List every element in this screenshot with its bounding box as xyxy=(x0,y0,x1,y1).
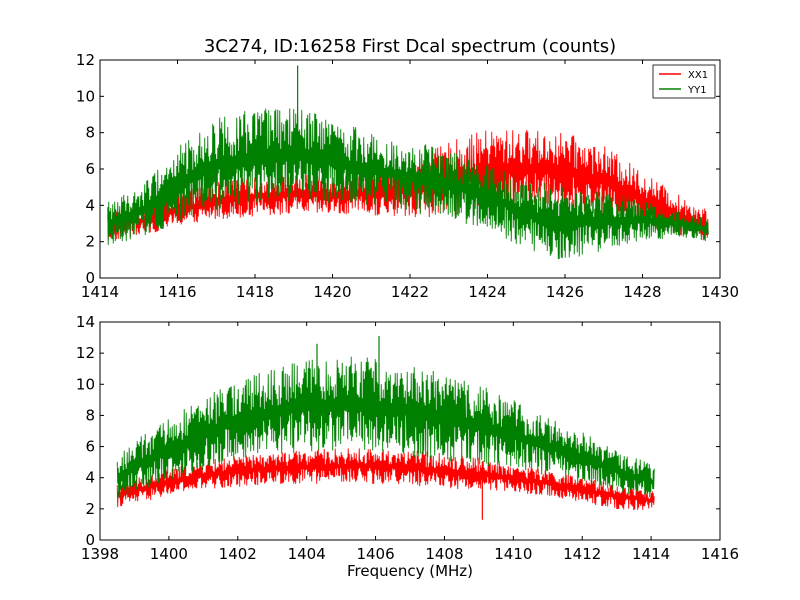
bottom-y-tick-label-4: 4 xyxy=(85,469,95,487)
top-y-tick-label-10: 10 xyxy=(76,87,95,105)
top-x-tick-label-1416: 1416 xyxy=(158,283,196,301)
top-plot-area xyxy=(107,65,709,260)
chart-title: 3C274, ID:16258 First Dcal spectrum (cou… xyxy=(204,36,616,57)
top-x-tick-label-1428: 1428 xyxy=(623,283,661,301)
top-y-tick-label-6: 6 xyxy=(85,160,95,178)
bottom-plot-area xyxy=(116,336,655,520)
top-y-tick-label-2: 2 xyxy=(85,233,95,251)
bottom-x-tick-label-1400: 1400 xyxy=(150,545,188,563)
bottom-series-yy1 xyxy=(116,356,655,499)
top-x-tick-label-1426: 1426 xyxy=(546,283,584,301)
bottom-ticks: 1398 1400 1402 1404 1406 1408 1410 1412 1414 1416… xyxy=(76,313,739,563)
bottom-x-tick-label-1408: 1408 xyxy=(425,545,463,563)
top-x-tick-label-1414: 1414 xyxy=(81,283,119,301)
top-y-tick-label-0: 0 xyxy=(85,269,95,287)
legend-label-yy1: YY1 xyxy=(687,85,707,96)
bottom-x-tick-label-1404: 1404 xyxy=(288,545,326,563)
bottom-y-tick-label-10: 10 xyxy=(76,375,95,393)
bottom-axes-frame xyxy=(99,321,721,541)
bottom-x-tick-label-1416: 1416 xyxy=(701,545,739,563)
top-x-tick-label-1422: 1422 xyxy=(391,283,429,301)
top-series-yy1 xyxy=(107,108,709,260)
legend-label-xx1: XX1 xyxy=(688,70,708,81)
bottom-y-tick-label-12: 12 xyxy=(76,344,95,362)
bottom-x-tick-label-1412: 1412 xyxy=(563,545,601,563)
bottom-x-tick-label-1402: 1402 xyxy=(219,545,257,563)
top-y-tick-label-8: 8 xyxy=(85,124,95,142)
bottom-x-tick-label-1410: 1410 xyxy=(494,545,532,563)
top-x-tick-label-1418: 1418 xyxy=(236,283,274,301)
top-ticks: 1414 1416 1418 1420 1422 1424 1426 1428 1430 0 2 4 6… xyxy=(76,51,739,301)
bottom-y-tick-label-8: 8 xyxy=(85,406,95,424)
bottom-series-xx1 xyxy=(116,448,655,511)
bottom-x-tick-label-1414: 1414 xyxy=(632,545,670,563)
bottom-y-tick-label-14: 14 xyxy=(76,313,95,331)
legend: XX1 YY1 xyxy=(652,64,716,99)
bottom-x-tick-label-1406: 1406 xyxy=(356,545,394,563)
bottom-chart: 1398 1400 1402 1404 1406 1408 1410 1412 1414 1416… xyxy=(76,313,739,580)
top-y-tick-label-12: 12 xyxy=(76,51,95,69)
bottom-x-tick-label-1398: 1398 xyxy=(81,545,119,563)
top-x-tick-label-1430: 1430 xyxy=(701,283,739,301)
top-x-tick-label-1424: 1424 xyxy=(468,283,506,301)
bottom-y-tick-label-6: 6 xyxy=(85,438,95,456)
x-axis-label: Frequency (MHz) xyxy=(347,562,473,580)
top-y-tick-label-4: 4 xyxy=(85,196,95,214)
legend-box xyxy=(652,64,716,99)
top-x-tick-label-1420: 1420 xyxy=(313,283,351,301)
bottom-y-tick-label-2: 2 xyxy=(85,500,95,518)
bottom-y-tick-label-0: 0 xyxy=(85,531,95,549)
top-chart: 3C274, ID:16258 First Dcal spectrum (cou… xyxy=(76,36,739,301)
